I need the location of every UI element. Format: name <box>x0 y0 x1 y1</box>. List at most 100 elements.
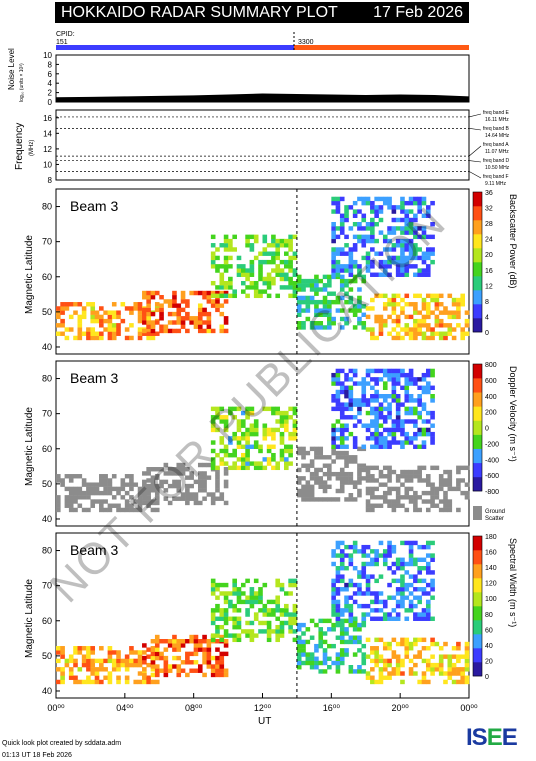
data-cell <box>219 272 225 277</box>
data-cell <box>124 667 130 672</box>
data-cell <box>352 459 358 464</box>
data-cell <box>344 497 349 502</box>
data-cell <box>60 310 65 315</box>
data-cell <box>378 205 384 210</box>
data-cell <box>258 465 263 471</box>
data-cell <box>288 280 293 286</box>
data-cell <box>335 497 341 502</box>
data-cell <box>464 679 470 685</box>
data-cell <box>344 553 349 558</box>
data-cell <box>142 295 147 300</box>
data-cell <box>142 290 147 296</box>
data-cell <box>425 427 431 433</box>
data-cell <box>240 410 246 416</box>
data-cell <box>400 268 405 273</box>
data-cell <box>210 578 216 584</box>
data-cell <box>142 675 147 680</box>
data-cell <box>249 410 255 416</box>
data-cell <box>279 608 285 613</box>
data-cell <box>210 668 216 673</box>
data-cell <box>322 274 328 280</box>
data-cell <box>288 448 293 454</box>
data-cell <box>339 471 345 477</box>
data-cell <box>215 629 220 634</box>
data-cell <box>370 431 375 437</box>
data-cell <box>232 415 237 420</box>
x-tick-label: 20⁰⁰ <box>392 703 410 713</box>
data-cell <box>361 312 367 317</box>
data-cell <box>159 651 164 657</box>
data-cell <box>228 452 233 458</box>
data-cell <box>400 368 405 374</box>
data-cell <box>404 641 410 647</box>
data-cell <box>400 540 405 546</box>
data-cell <box>296 493 302 498</box>
data-cell <box>172 295 177 300</box>
data-cell <box>382 302 388 307</box>
data-cell <box>202 320 207 325</box>
data-cell <box>417 431 422 437</box>
cpid-bar-right <box>294 45 469 50</box>
data-cell <box>331 471 336 477</box>
lat-tick-label: 70 <box>42 237 52 247</box>
data-cell <box>357 316 362 322</box>
data-cell <box>395 259 401 265</box>
data-cell <box>387 410 392 416</box>
frequency-tick-label: 14 <box>43 129 52 138</box>
data-cell <box>382 616 388 621</box>
data-cell <box>210 255 216 261</box>
data-cell <box>215 406 220 412</box>
data-cell <box>279 624 285 630</box>
data-cell <box>275 243 281 248</box>
data-cell <box>137 679 143 685</box>
data-cell <box>391 486 397 492</box>
data-cell <box>167 668 173 673</box>
data-cell <box>425 372 431 378</box>
data-cell <box>301 631 306 636</box>
data-cell <box>111 662 117 668</box>
x-tick-label: 00⁰⁰ <box>460 703 478 713</box>
data-cell <box>150 651 156 657</box>
data-cell <box>296 665 302 670</box>
data-cell <box>111 310 117 315</box>
data-cell <box>172 320 177 325</box>
data-cell <box>391 306 397 311</box>
data-cell <box>413 335 418 341</box>
data-cell <box>391 507 397 513</box>
data-cell <box>408 540 414 546</box>
data-cell <box>339 381 345 386</box>
data-cell <box>77 486 83 492</box>
data-cell <box>357 665 362 670</box>
data-cell <box>154 488 160 493</box>
data-cell <box>382 381 388 386</box>
data-cell <box>258 599 263 605</box>
data-cell <box>292 637 298 643</box>
data-cell <box>197 290 203 296</box>
data-cell <box>309 665 315 670</box>
data-cell <box>327 291 332 296</box>
data-cell <box>370 272 375 277</box>
data-cell <box>223 259 229 265</box>
data-cell <box>408 419 414 424</box>
data-cell <box>413 410 418 416</box>
data-cell <box>357 591 362 596</box>
data-cell <box>413 310 418 315</box>
data-cell <box>206 475 212 480</box>
data-cell <box>86 679 91 685</box>
data-cell <box>339 639 345 645</box>
data-cell <box>352 368 358 374</box>
data-cell <box>253 633 259 638</box>
data-cell <box>172 467 177 472</box>
data-cell <box>365 478 371 483</box>
data-cell <box>417 293 422 299</box>
data-cell <box>357 627 362 632</box>
data-cell <box>365 507 371 513</box>
data-cell <box>176 483 182 489</box>
data-cell <box>314 325 319 330</box>
data-cell <box>331 272 336 277</box>
data-cell <box>142 320 147 325</box>
data-cell <box>344 372 349 378</box>
data-cell <box>245 461 250 466</box>
data-cell <box>464 654 470 659</box>
